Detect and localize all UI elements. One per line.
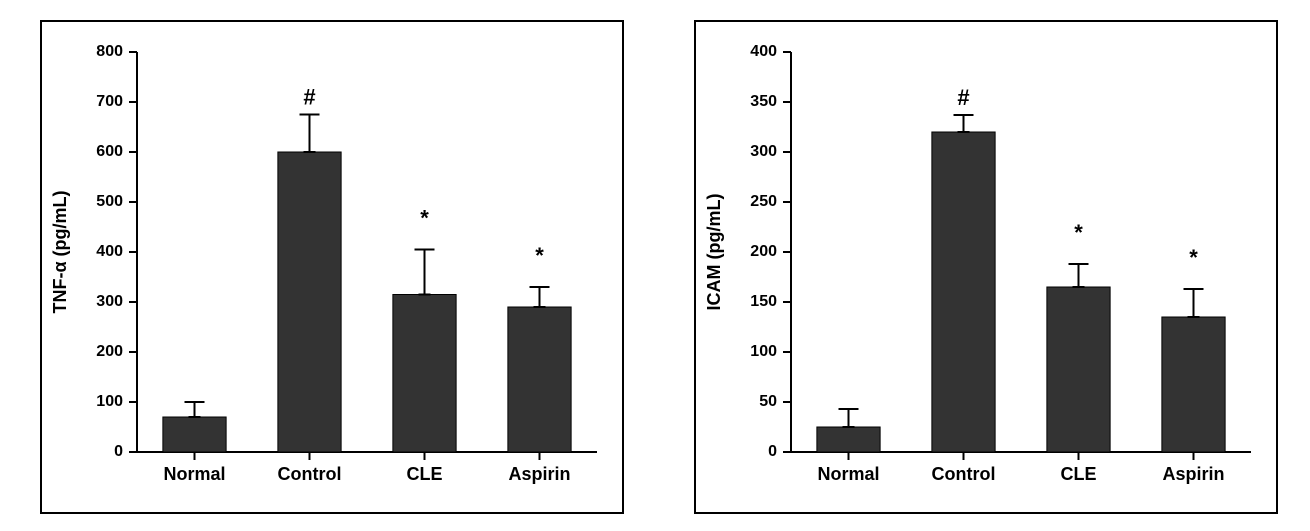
bar (1047, 287, 1110, 452)
bar (163, 417, 226, 452)
chart-panel-tnf: 0 100 200 300 400 500 600 700 800 TNF-α (pg/mL) No… (40, 20, 624, 514)
chart-svg: 0 50 100 150 200 250 300 350 400 ICAM (pg/mL) Norm… (696, 22, 1276, 512)
y-tick-label: 100 (96, 393, 123, 410)
bar (278, 152, 341, 452)
significance-annotation: * (420, 206, 429, 231)
category-label: Normal (817, 464, 879, 484)
chart-panel-icam: 0 50 100 150 200 250 300 350 400 ICAM (pg/mL) Norm… (694, 20, 1278, 514)
y-tick-label: 350 (750, 93, 777, 110)
y-tick-label: 150 (750, 293, 777, 310)
significance-annotation: * (1074, 220, 1083, 245)
y-tick-label: 250 (750, 193, 777, 210)
significance-annotation: # (957, 85, 969, 110)
y-tick-label: 200 (96, 343, 123, 360)
y-tick-label: 200 (750, 243, 777, 260)
category-label: Normal (163, 464, 225, 484)
y-tick-label: 400 (750, 43, 777, 60)
y-tick-label: 600 (96, 143, 123, 160)
significance-annotation: * (1189, 245, 1198, 270)
y-axis-label: ICAM (pg/mL) (704, 194, 724, 311)
y-tick-label: 300 (96, 293, 123, 310)
y-axis-label: TNF-α (pg/mL) (50, 190, 70, 313)
category-label: Aspirin (508, 464, 570, 484)
category-label: Control (932, 464, 996, 484)
bar (508, 307, 571, 452)
y-tick-label: 0 (114, 443, 123, 460)
y-tick-label: 100 (750, 343, 777, 360)
y-tick-label: 300 (750, 143, 777, 160)
bar (1162, 317, 1225, 452)
category-label: Control (278, 464, 342, 484)
chart-svg: 0 100 200 300 400 500 600 700 800 TNF-α (pg/mL) No… (42, 22, 622, 512)
significance-annotation: * (535, 243, 544, 268)
category-label: CLE (1061, 464, 1097, 484)
category-label: CLE (407, 464, 443, 484)
y-tick-label: 50 (759, 393, 777, 410)
category-label: Aspirin (1162, 464, 1224, 484)
bar (817, 427, 880, 452)
significance-annotation: # (303, 85, 315, 110)
y-tick-label: 800 (96, 43, 123, 60)
bar (393, 295, 456, 453)
figure-row: 0100200300400500600700800TNF-α (pg/mL)No… (0, 0, 1310, 531)
y-tick-label: 400 (96, 243, 123, 260)
bar (932, 132, 995, 452)
y-tick-label: 0 (768, 443, 777, 460)
y-tick-label: 700 (96, 93, 123, 110)
y-tick-label: 500 (96, 193, 123, 210)
